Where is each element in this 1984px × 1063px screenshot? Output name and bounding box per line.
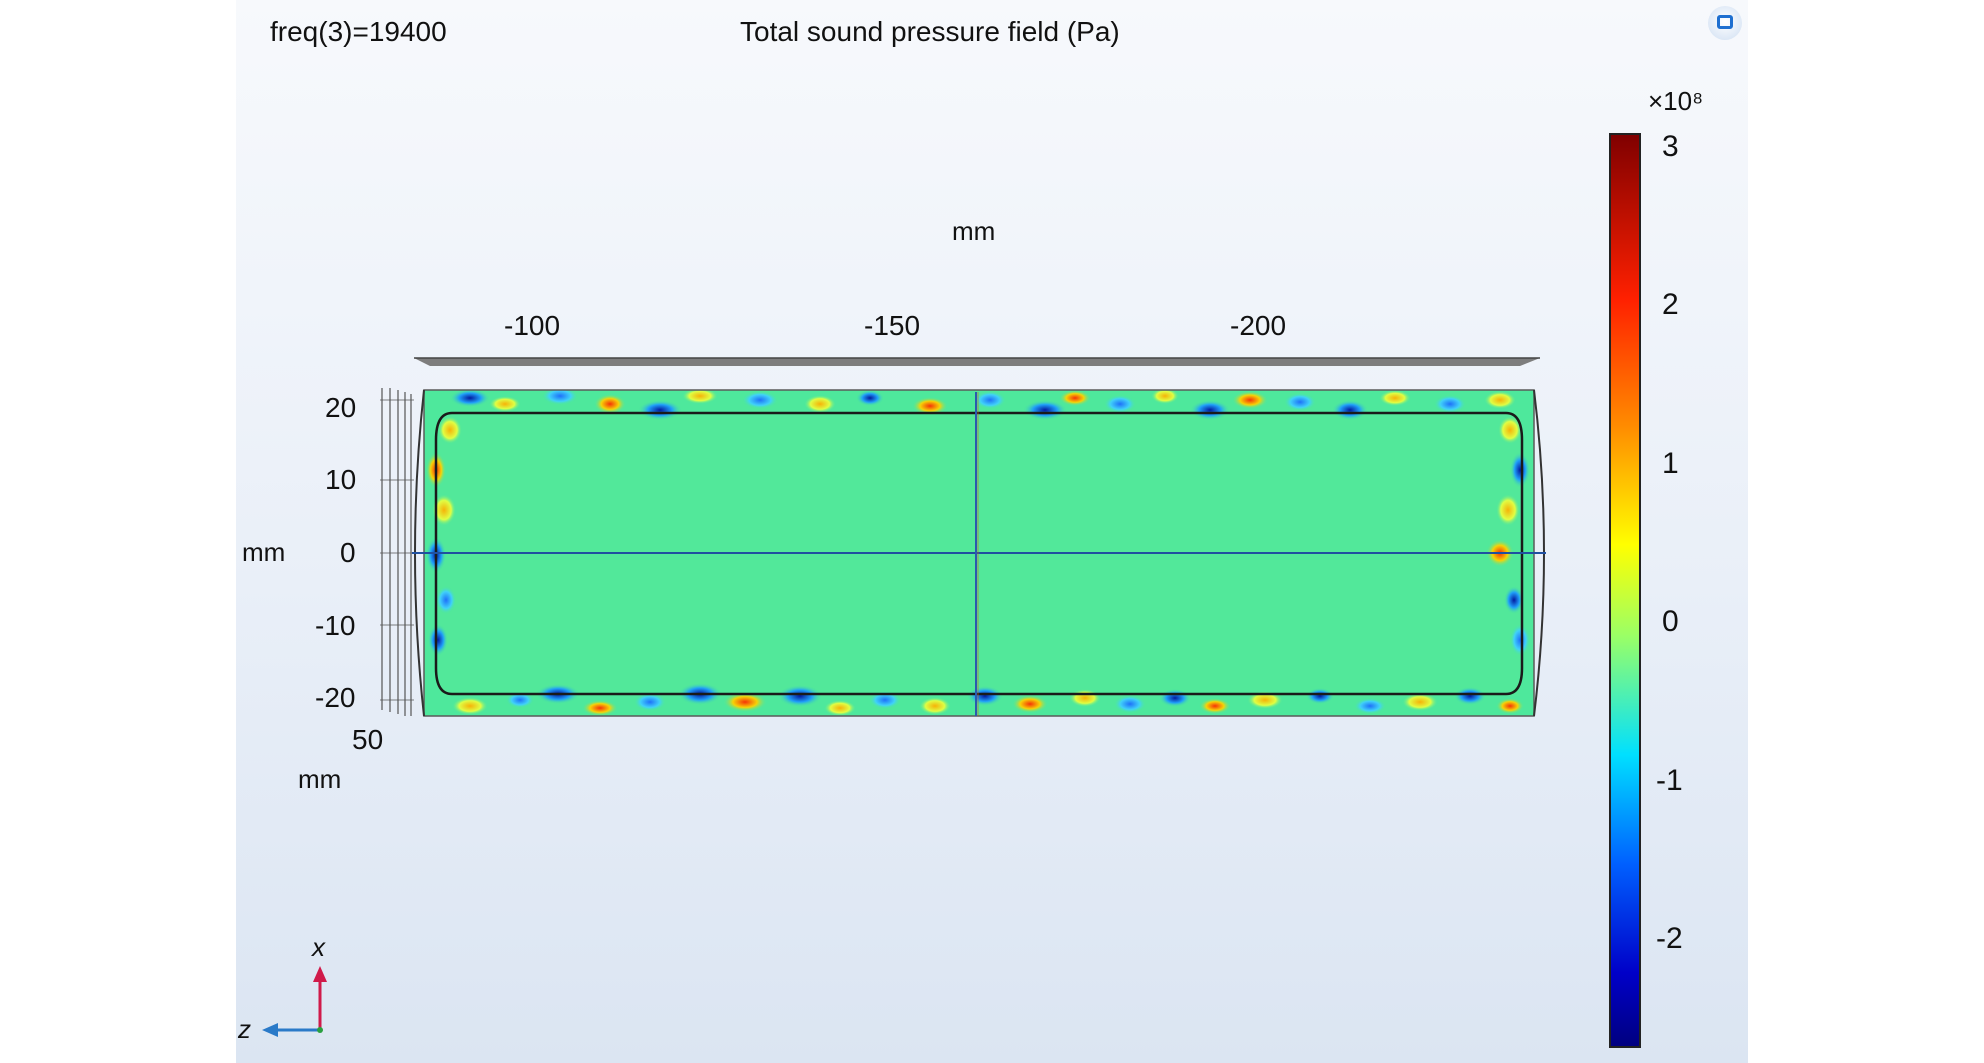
colorbar-tick-label: 0 xyxy=(1662,605,1679,638)
colorbar-tick-label: -1 xyxy=(1656,764,1683,797)
triad-x-label: x xyxy=(312,932,325,962)
colorbar-tick-label: 2 xyxy=(1662,288,1679,321)
colorbar xyxy=(1609,133,1641,1048)
depth-tick-label: 50 xyxy=(352,724,384,755)
left-tick-label: 20 xyxy=(325,392,357,423)
top-tick-label: -150 xyxy=(864,310,921,341)
app-logo-icon xyxy=(1708,6,1742,40)
top-tick-label: -200 xyxy=(1230,310,1287,341)
top-axis-unit: mm xyxy=(952,216,996,246)
left-axis-unit: mm xyxy=(242,537,286,567)
colorbar-exponent: ×10⁸ xyxy=(1648,86,1704,116)
left-tick-label: -20 xyxy=(315,682,356,713)
axis-triad-icon xyxy=(262,966,327,1037)
colorbar-tick-label: -2 xyxy=(1656,922,1683,955)
top-tick-label: -100 xyxy=(504,310,561,341)
left-tick-label: -10 xyxy=(315,610,356,641)
triad-z-label: z xyxy=(238,1014,251,1044)
left-axis-grid xyxy=(380,388,414,716)
colorbar-tick-label: 3 xyxy=(1662,130,1679,163)
top-axis-bar xyxy=(414,358,1540,366)
depth-axis-unit: mm xyxy=(298,764,342,794)
plot-title: Total sound pressure field (Pa) xyxy=(740,16,1120,47)
left-tick-label: 0 xyxy=(340,537,356,568)
inner-boundary xyxy=(434,411,1524,696)
left-tick-label: 10 xyxy=(325,464,357,495)
pressure-field xyxy=(424,390,1534,716)
colorbar-tick-label: 1 xyxy=(1662,447,1679,480)
frequency-label: freq(3)=19400 xyxy=(270,16,447,47)
